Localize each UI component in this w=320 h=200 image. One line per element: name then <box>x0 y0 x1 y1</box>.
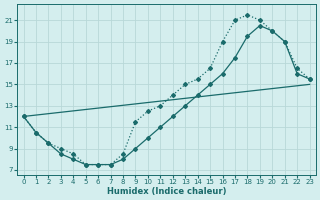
X-axis label: Humidex (Indice chaleur): Humidex (Indice chaleur) <box>107 187 226 196</box>
